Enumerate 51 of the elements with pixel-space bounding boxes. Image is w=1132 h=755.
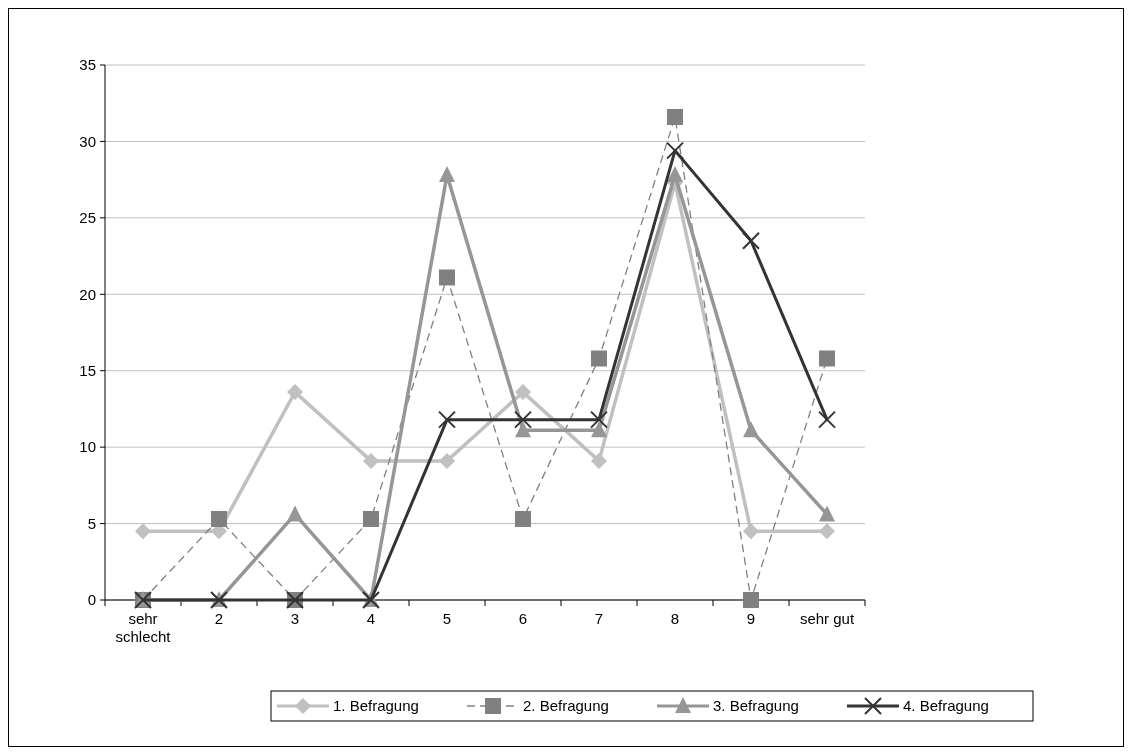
- legend-label: 1. Befragung: [333, 697, 419, 715]
- y-tick-label: 30: [79, 132, 96, 150]
- x-tick-label: 6: [518, 610, 528, 627]
- point: [743, 523, 759, 540]
- y-tick-label: 20: [79, 285, 96, 303]
- point: [818, 410, 836, 429]
- legend-label: 4. Befragung: [903, 697, 989, 715]
- x-tick-label: sehr schlecht: [115, 610, 172, 645]
- point: [743, 592, 759, 608]
- point: [819, 350, 835, 367]
- point: [438, 410, 456, 429]
- point: [515, 510, 531, 527]
- point: [439, 452, 455, 469]
- point: [666, 141, 684, 160]
- point: [135, 523, 151, 540]
- point: [515, 421, 531, 438]
- x-tick-label: 8: [670, 610, 680, 627]
- point: [591, 452, 607, 469]
- x-tick-label: 7: [594, 610, 604, 627]
- x-tick-label: 3: [290, 610, 300, 627]
- point: [363, 510, 379, 527]
- point: [591, 350, 607, 367]
- point: [287, 384, 303, 401]
- y-tick-label: 15: [79, 361, 96, 379]
- x-tick-label: 2: [214, 610, 224, 627]
- point: [287, 505, 303, 522]
- legend-label: 3. Befragung: [713, 697, 799, 715]
- point: [743, 421, 759, 438]
- y-tick-label: 0: [87, 591, 96, 609]
- legend-label: 2. Befragung: [523, 697, 609, 715]
- point: [515, 384, 531, 401]
- point: [819, 523, 835, 540]
- point: [514, 410, 532, 429]
- point: [211, 510, 227, 527]
- point: [591, 421, 607, 438]
- point: [590, 410, 608, 429]
- point: [667, 108, 683, 125]
- point: [667, 166, 683, 183]
- y-tick-label: 10: [79, 438, 96, 456]
- y-tick-label: 35: [79, 56, 96, 74]
- point: [742, 231, 760, 250]
- y-tick-label: 5: [87, 514, 96, 532]
- point: [439, 166, 455, 183]
- x-tick-label: sehr gut: [799, 610, 855, 627]
- point: [819, 505, 835, 522]
- point: [363, 452, 379, 469]
- y-tick-label: 25: [79, 209, 96, 227]
- x-tick-label: 5: [442, 610, 452, 627]
- x-tick-label: 9: [746, 610, 756, 627]
- x-tick-label: 4: [366, 610, 376, 627]
- point: [439, 269, 455, 286]
